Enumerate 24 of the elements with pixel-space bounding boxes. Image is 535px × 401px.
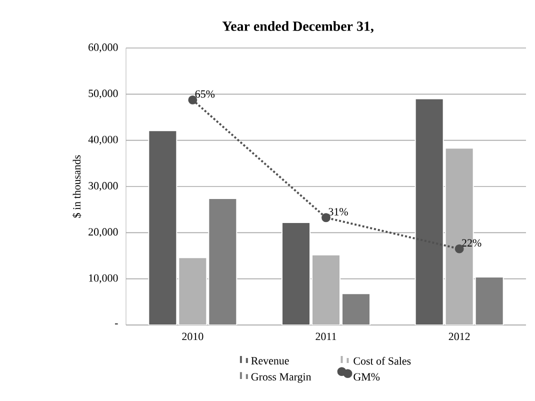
data-label: 22% — [462, 239, 482, 247]
bar — [342, 293, 371, 325]
y-tick-label: 20,000 — [88, 228, 118, 238]
data-label: 65% — [195, 90, 215, 98]
data-label: 31% — [328, 208, 348, 216]
bar — [148, 130, 178, 325]
legend-label: Revenue — [251, 357, 289, 364]
x-tick-label: 2011 — [316, 332, 336, 340]
bar — [208, 198, 238, 325]
x-tick-label: 2012 — [448, 332, 470, 340]
legend-label: Gross Margin — [251, 373, 312, 383]
legend-label: Cost of Sales — [354, 356, 411, 365]
y-axis-title: $ in thousands — [72, 155, 82, 218]
legend-label: GM% — [354, 373, 380, 381]
y-tick-label: 30,000 — [88, 182, 118, 191]
y-tick-label: 40,000 — [88, 136, 118, 145]
chart-title: Year ended December 31, — [222, 21, 374, 33]
x-tick-label: 2010 — [182, 332, 204, 340]
y-tick-label: 50,000 — [88, 90, 118, 99]
y-tick-label: 10,000 — [89, 274, 118, 284]
bar — [474, 276, 504, 325]
bar — [414, 98, 444, 325]
y-tick-label: 60,000 — [88, 44, 118, 52]
bar — [282, 222, 311, 325]
